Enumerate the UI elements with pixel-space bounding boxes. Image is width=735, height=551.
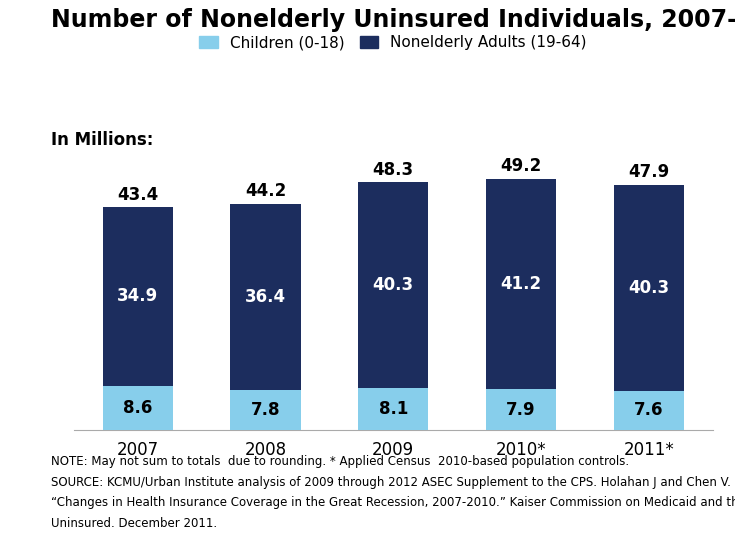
Text: “Changes in Health Insurance Coverage in the Great Recession, 2007-2010.” Kaiser: “Changes in Health Insurance Coverage in… (51, 496, 735, 510)
Text: SOURCE: KCMU/Urban Institute analysis of 2009 through 2012 ASEC Supplement to th: SOURCE: KCMU/Urban Institute analysis of… (51, 476, 731, 489)
Legend: Children (0-18), Nonelderly Adults (19-64): Children (0-18), Nonelderly Adults (19-6… (195, 30, 592, 55)
Bar (358, 388, 429, 430)
Text: 8.6: 8.6 (123, 399, 152, 417)
Text: 34.9: 34.9 (117, 288, 158, 305)
Text: 8.1: 8.1 (379, 400, 408, 418)
Text: 47.9: 47.9 (628, 163, 670, 181)
Text: Number of Nonelderly Uninsured Individuals, 2007-2011: Number of Nonelderly Uninsured Individua… (51, 8, 735, 33)
Text: NOTE: May not sum to totals  due to rounding. * Applied Census  2010-based popul: NOTE: May not sum to totals due to round… (51, 455, 630, 468)
Text: 49.2: 49.2 (501, 157, 542, 175)
Bar (614, 391, 684, 430)
Text: FOUNDATION: FOUNDATION (620, 523, 678, 533)
Bar (486, 390, 556, 430)
Text: 36.4: 36.4 (245, 288, 286, 306)
Bar (230, 204, 301, 390)
Text: FAMILY: FAMILY (619, 504, 678, 520)
Text: 7.8: 7.8 (251, 401, 280, 419)
Bar (103, 386, 173, 430)
Text: 41.2: 41.2 (501, 275, 542, 293)
Text: 40.3: 40.3 (373, 276, 414, 294)
Bar (486, 179, 556, 390)
Text: 43.4: 43.4 (117, 186, 158, 204)
Text: 7.9: 7.9 (506, 401, 536, 419)
Bar (230, 390, 301, 430)
Text: Uninsured. December 2011.: Uninsured. December 2011. (51, 517, 218, 531)
Bar (358, 182, 429, 388)
Bar (103, 207, 173, 386)
Text: KAISER: KAISER (617, 485, 680, 500)
Text: 7.6: 7.6 (634, 401, 664, 419)
Bar (614, 185, 684, 391)
Text: In Millions:: In Millions: (51, 131, 154, 149)
Text: 44.2: 44.2 (245, 182, 286, 200)
Text: 48.3: 48.3 (373, 160, 414, 179)
Text: THE HENRY J.: THE HENRY J. (628, 469, 670, 474)
Text: 40.3: 40.3 (628, 279, 670, 297)
